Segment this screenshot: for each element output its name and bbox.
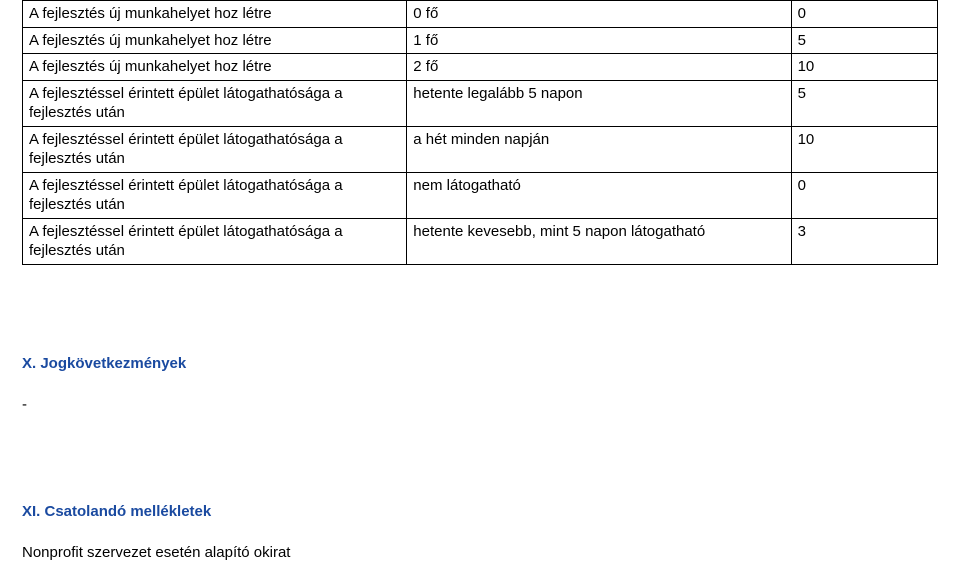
table-cell: A fejlesztéssel érintett épület látogath…: [23, 218, 407, 264]
table-cell: a hét minden napján: [407, 126, 791, 172]
table-row: A fejlesztéssel érintett épület látogath…: [23, 218, 938, 264]
table-cell: 0 fő: [407, 1, 791, 28]
table-row: A fejlesztéssel érintett épület látogath…: [23, 80, 938, 126]
table-cell: 5: [791, 80, 937, 126]
table-row: A fejlesztéssel érintett épület látogath…: [23, 126, 938, 172]
table-row: A fejlesztés új munkahelyet hoz létre2 f…: [23, 54, 938, 81]
table-cell: A fejlesztés új munkahelyet hoz létre: [23, 27, 407, 54]
table-cell: 1 fő: [407, 27, 791, 54]
table-cell: A fejlesztéssel érintett épület látogath…: [23, 172, 407, 218]
table-row: A fejlesztés új munkahelyet hoz létre0 f…: [23, 1, 938, 28]
section-xi-body: Nonprofit szervezet esetén alapító okira…: [22, 544, 938, 561]
table-cell: 10: [791, 54, 937, 81]
table-cell: 0: [791, 172, 937, 218]
table-row: A fejlesztéssel érintett épület látogath…: [23, 172, 938, 218]
table-cell: A fejlesztéssel érintett épület látogath…: [23, 126, 407, 172]
section-xi-heading: XI. Csatolandó mellékletek: [22, 503, 938, 520]
section-x-dash: -: [22, 396, 938, 413]
table-cell: A fejlesztés új munkahelyet hoz létre: [23, 1, 407, 28]
table-cell: 2 fő: [407, 54, 791, 81]
table-cell: 0: [791, 1, 937, 28]
section-x-heading: X. Jogkövetkezmények: [22, 355, 938, 372]
table-row: A fejlesztés új munkahelyet hoz létre1 f…: [23, 27, 938, 54]
criteria-table: A fejlesztés új munkahelyet hoz létre0 f…: [22, 0, 938, 265]
table-cell: 3: [791, 218, 937, 264]
table-cell: A fejlesztéssel érintett épület látogath…: [23, 80, 407, 126]
table-cell: hetente kevesebb, mint 5 napon látogatha…: [407, 218, 791, 264]
table-cell: 5: [791, 27, 937, 54]
table-cell: hetente legalább 5 napon: [407, 80, 791, 126]
table-cell: nem látogatható: [407, 172, 791, 218]
table-cell: A fejlesztés új munkahelyet hoz létre: [23, 54, 407, 81]
table-cell: 10: [791, 126, 937, 172]
